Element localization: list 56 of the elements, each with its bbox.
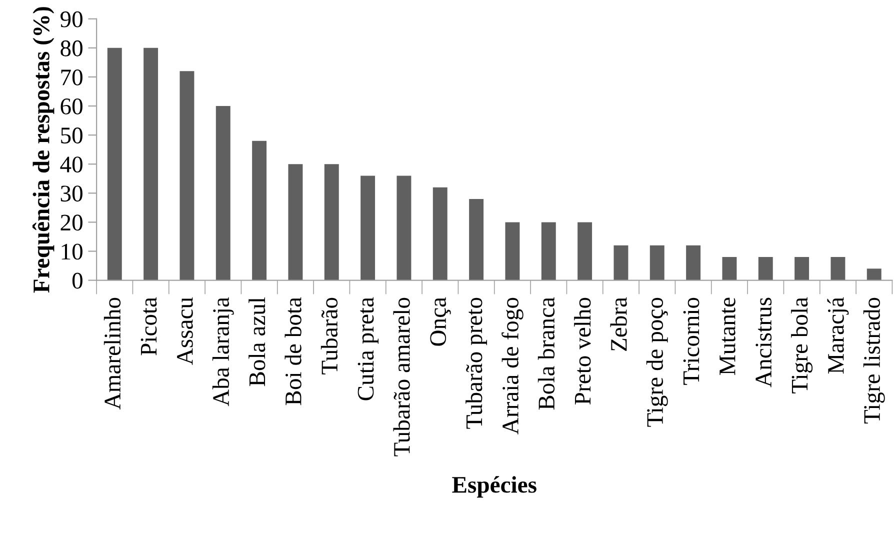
bar (794, 257, 810, 280)
bar (252, 140, 267, 280)
x-tick-label: Cutia preta (358, 297, 379, 400)
x-tick-label: Assacu (177, 297, 193, 365)
x-tick-label: Maracjá (827, 297, 849, 374)
y-tick-label: 0 (72, 272, 82, 289)
x-tick-label: Ancistrus (756, 298, 772, 388)
y-tick-label: 40 (60, 156, 82, 173)
bar (650, 245, 664, 280)
y-tick-label: 90 (60, 11, 82, 28)
bar (288, 164, 303, 280)
x-tick-label: Tricornio (683, 298, 700, 385)
y-tick-label: 60 (60, 98, 82, 114)
x-tick-label: Tubarão amarelo (393, 298, 410, 456)
bar (360, 176, 376, 280)
bar (216, 106, 230, 280)
bar (758, 257, 773, 280)
x-tick-label: Tigre listrado (863, 298, 885, 424)
x-tick-label: Picota (140, 297, 157, 356)
x-axis-title: Espécies (452, 476, 536, 498)
bar (144, 48, 158, 280)
y-tick-label: 80 (60, 40, 82, 56)
x-tick-label: Tubarão preto (466, 298, 488, 429)
bar (578, 222, 592, 280)
y-tick-label: 50 (61, 128, 82, 144)
bar (180, 71, 194, 280)
x-tick-label: Tigre de poço (646, 298, 668, 427)
bar (469, 198, 484, 280)
bar (107, 48, 122, 280)
x-tick-label: Aba laranja (212, 297, 234, 406)
bar (722, 257, 737, 280)
bar (541, 222, 556, 280)
x-tick-label: Amarelinho (104, 298, 121, 410)
y-tick-label: 70 (61, 69, 82, 86)
x-tick-label: Onça (430, 297, 451, 346)
bar (396, 176, 412, 280)
bar (324, 164, 339, 280)
y-tick-label: 20 (60, 214, 82, 231)
x-tick-label: Bola branca (538, 297, 555, 410)
y-tick-label: 10 (62, 244, 82, 260)
x-tick-label: Bola azul (248, 297, 266, 386)
x-tick-label: Zebra (610, 297, 627, 351)
bar (830, 257, 846, 280)
bar (686, 245, 701, 280)
x-tick-label: Mutante (720, 298, 736, 375)
y-axis-title: Frequência de respostas (%) (32, 7, 54, 293)
bar (614, 245, 628, 280)
bar (432, 187, 448, 280)
bar (505, 222, 520, 280)
bar (866, 268, 882, 280)
y-tick-label: 30 (60, 186, 82, 202)
x-tick-label: Preto velho (574, 298, 591, 404)
x-tick-label: Tubarão (320, 298, 338, 374)
x-tick-label: Tigre bola (791, 297, 813, 394)
x-tick-label: Boi de bota (284, 297, 302, 406)
x-tick-label: Arraia de fogo (502, 298, 524, 434)
